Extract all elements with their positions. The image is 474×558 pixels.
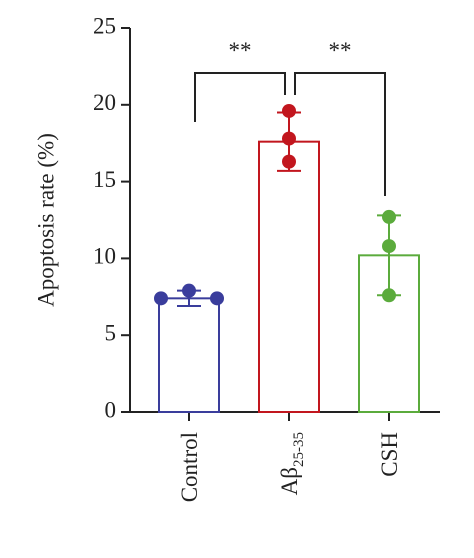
data-point — [382, 288, 396, 303]
data-point — [182, 283, 196, 298]
x-tick-label: Control — [177, 432, 202, 502]
y-tick-label: 25 — [93, 13, 116, 38]
x-tick-label: CSH — [377, 432, 402, 477]
y-axis-label: Apoptosis rate (%) — [33, 133, 58, 307]
y-tick-label: 5 — [105, 320, 117, 345]
significance-bracket — [194, 72, 286, 122]
data-point — [382, 239, 396, 254]
data-point — [282, 154, 296, 169]
data-point — [282, 131, 296, 146]
bar — [158, 297, 220, 413]
data-point — [282, 103, 296, 118]
data-point — [210, 291, 224, 306]
category-name: CSH — [377, 432, 402, 477]
significance-label: ** — [229, 38, 252, 63]
data-point — [154, 291, 168, 306]
category-name: Control — [177, 432, 202, 502]
y-tick-label: 10 — [93, 244, 116, 269]
data-point — [382, 209, 396, 224]
significance-label: ** — [329, 38, 352, 63]
bar — [258, 140, 320, 413]
x-tick-label: Aβ25-35 — [277, 432, 307, 495]
category-subscript: 25-35 — [291, 432, 307, 467]
y-tick-label: 15 — [93, 167, 116, 192]
y-tick-label: 0 — [105, 397, 117, 422]
category-name: Aβ — [277, 467, 302, 495]
significance-bracket — [294, 72, 386, 196]
y-tick-label: 20 — [93, 90, 116, 115]
